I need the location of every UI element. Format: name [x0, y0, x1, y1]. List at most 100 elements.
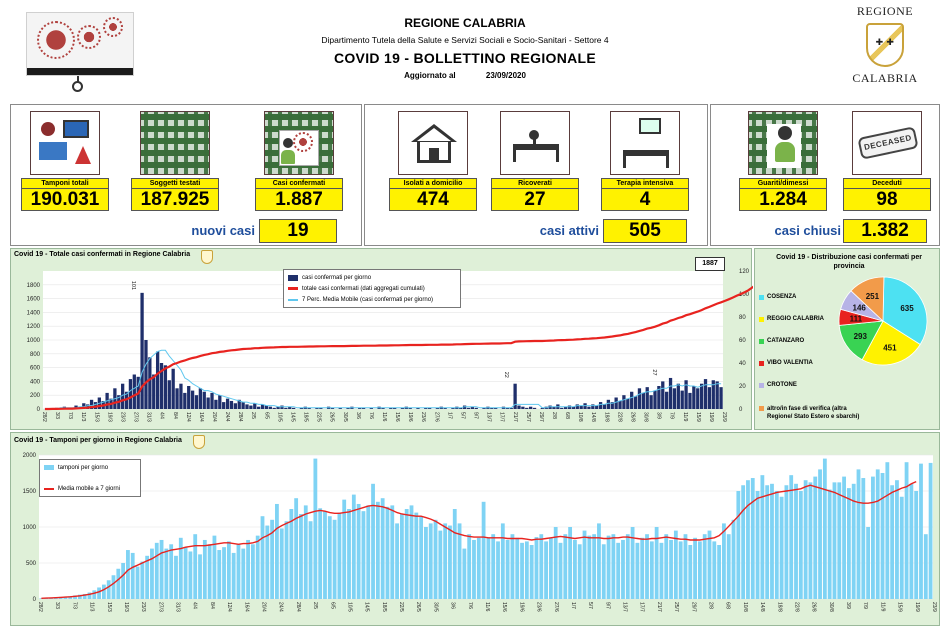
swab-bar	[279, 528, 284, 599]
x-tick-label: 12/4	[185, 412, 191, 422]
x-tick-label: 11/3	[89, 602, 95, 612]
daily-cases-bar	[618, 400, 622, 409]
daily-cases-bar	[148, 357, 152, 409]
pie-legend-label: CROTONE	[767, 382, 797, 388]
pie-legend-label: CATANZARO	[767, 338, 805, 344]
swab-bar	[770, 483, 774, 599]
pie-slice-label: 111	[850, 315, 863, 324]
x-tick-label: 7/6	[467, 602, 473, 609]
x-tick-label: 24/4	[278, 602, 284, 612]
x-tick-label: 6/5	[329, 602, 335, 609]
daily-cases-bar	[684, 380, 688, 409]
swab-bar	[284, 521, 289, 599]
swab-bar	[207, 544, 212, 599]
x-tick-label: 1/7	[570, 602, 576, 609]
legend-swatch	[759, 339, 764, 344]
swab-bar	[111, 575, 116, 599]
swab-bar	[597, 523, 601, 599]
x-tick-label: 26/5	[415, 602, 421, 612]
kpi-value: 190.031	[21, 189, 109, 211]
x-tick-label: 27/6	[553, 602, 559, 612]
daily-cases-bar	[424, 407, 428, 409]
x-tick-label: 11/9	[879, 602, 885, 612]
swabs-panel: Covid 19 - Tamponi per giorno in Regione…	[10, 432, 940, 626]
swab-bar	[250, 544, 255, 599]
pie-legend-item: VIBO VALENTIA	[759, 360, 839, 366]
swab-bar	[904, 462, 909, 599]
x-tick-label: 23/6	[536, 602, 542, 612]
x-tick-label: 11/6	[484, 602, 490, 612]
swab-bar	[92, 590, 97, 599]
bar-data-label: 101	[130, 281, 136, 290]
swab-bar	[174, 555, 178, 599]
daily-cases-bar	[121, 383, 125, 409]
daily-cases-bar	[268, 406, 272, 409]
y-tick-label: 1200	[27, 324, 41, 330]
daily-cases-bar	[218, 395, 222, 409]
y-tick-label: 1500	[23, 489, 37, 495]
swab-bar	[784, 485, 789, 599]
daily-cases-bar	[89, 399, 94, 409]
x-tick-label: 19/9	[708, 412, 714, 422]
swab-bar	[505, 539, 510, 599]
daily-cases-bar	[171, 368, 175, 409]
moving-average-line	[44, 349, 722, 410]
daily-cases-bar	[443, 407, 447, 409]
swab-bar	[414, 512, 419, 599]
virus-icon	[37, 21, 75, 59]
swab-bar	[746, 480, 750, 599]
x-tick-label: 22/8	[616, 412, 622, 422]
x-tick-label: 16/4	[243, 602, 249, 612]
daily-cases-bar	[260, 404, 265, 409]
y2-tick-label: 40	[739, 361, 746, 367]
kpi-terapia: Terapia intensiva 4	[601, 111, 689, 211]
swab-bar	[621, 539, 625, 599]
swab-bar	[813, 476, 818, 599]
x-tick-label: 1/7	[446, 412, 452, 419]
daily-cases-bar	[711, 380, 715, 409]
swab-bar	[895, 480, 899, 599]
kpi-group-tests: Tamponi totali 190.031 Soggetti testati …	[10, 104, 362, 246]
daily-cases-bar	[288, 406, 292, 409]
swab-bar	[255, 535, 260, 599]
pie-legend-item: COSENZA	[759, 294, 839, 300]
y-tick-label: 800	[30, 352, 41, 358]
swab-bar	[885, 462, 890, 599]
daily-cases-bar	[540, 407, 544, 409]
daily-cases-bar	[194, 395, 199, 409]
swab-bar	[573, 539, 577, 599]
swab-bar	[327, 516, 332, 599]
swab-bar	[582, 530, 587, 599]
legend-swatch	[759, 317, 764, 322]
x-tick-label: 17/7	[639, 602, 645, 612]
pie-legend-label: REGGIO CALABRIA	[767, 316, 824, 322]
x-tick-label: 11/6	[381, 412, 387, 422]
swab-bar	[524, 541, 529, 599]
daily-cases-bar	[291, 407, 296, 409]
swab-bar	[798, 491, 803, 599]
swab-bar	[712, 541, 717, 599]
x-tick-label: 22/8	[793, 602, 799, 612]
swab-bar	[399, 514, 404, 599]
y-tick-label: 200	[30, 393, 41, 399]
daily-cases-bar	[649, 395, 653, 409]
x-tick-label: 21/7	[656, 602, 662, 612]
swab-bar	[818, 469, 822, 599]
x-tick-label: 26/5	[329, 412, 335, 422]
daily-cases-bar	[571, 406, 576, 409]
x-tick-label: 18/5	[381, 602, 387, 612]
swab-bar	[217, 550, 222, 599]
nuovi-casi-value: 19	[259, 219, 337, 243]
swab-bar	[202, 539, 207, 599]
x-tick-label: 13/7	[622, 602, 628, 612]
kpi-soggetti: Soggetti testati 187.925	[131, 111, 219, 211]
swab-bar	[260, 516, 265, 599]
swab-bar	[616, 542, 621, 599]
swab-bar	[510, 534, 515, 599]
swab-bar	[923, 534, 928, 599]
swab-bar	[77, 594, 82, 599]
swab-bar	[443, 523, 448, 599]
swab-bar	[625, 534, 630, 599]
y2-tick-label: 100	[739, 292, 750, 298]
x-tick-label: 19/9	[914, 602, 920, 612]
